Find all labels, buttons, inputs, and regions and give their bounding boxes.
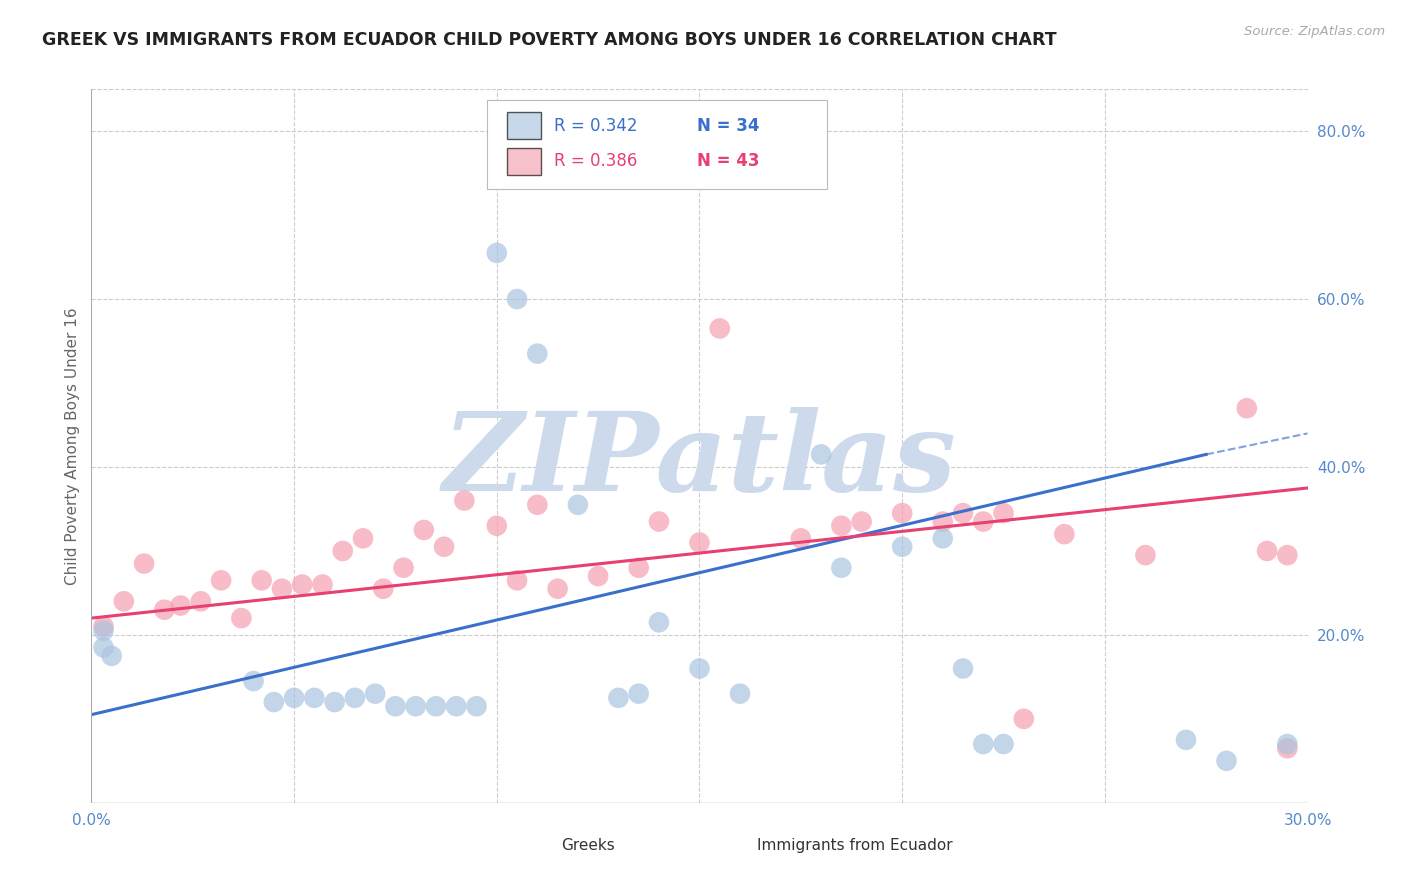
Text: N = 34: N = 34	[697, 117, 759, 135]
Point	[405, 699, 427, 714]
Text: N = 43: N = 43	[697, 153, 759, 170]
Point	[688, 535, 710, 549]
Point	[332, 544, 354, 558]
Point	[993, 506, 1015, 520]
Point	[209, 574, 232, 588]
Point	[412, 523, 434, 537]
Point	[972, 737, 994, 751]
Point	[311, 577, 333, 591]
Point	[709, 321, 731, 335]
Point	[153, 603, 176, 617]
Point	[931, 532, 953, 546]
Point	[465, 699, 488, 714]
Point	[627, 560, 650, 574]
Point	[373, 582, 395, 596]
Point	[425, 699, 447, 714]
Text: Greeks: Greeks	[561, 838, 614, 853]
Point	[485, 246, 508, 260]
Point	[607, 690, 630, 705]
Point	[453, 493, 475, 508]
Point	[627, 687, 650, 701]
FancyBboxPatch shape	[486, 100, 827, 189]
Point	[567, 498, 589, 512]
Point	[384, 699, 406, 714]
Point	[830, 518, 852, 533]
Point	[648, 515, 671, 529]
Point	[283, 690, 305, 705]
Point	[485, 518, 508, 533]
Point	[392, 560, 415, 574]
Point	[1053, 527, 1076, 541]
Point	[728, 687, 751, 701]
Point	[830, 560, 852, 574]
Point	[242, 674, 264, 689]
Point	[526, 498, 548, 512]
Point	[851, 515, 873, 529]
Text: R = 0.386: R = 0.386	[554, 153, 637, 170]
Point	[688, 661, 710, 675]
Point	[993, 737, 1015, 751]
FancyBboxPatch shape	[523, 836, 553, 855]
Point	[169, 599, 191, 613]
Point	[304, 690, 326, 705]
Point	[352, 532, 374, 546]
Point	[506, 292, 529, 306]
Point	[952, 661, 974, 675]
Point	[648, 615, 671, 630]
FancyBboxPatch shape	[508, 148, 541, 175]
Point	[931, 515, 953, 529]
Point	[93, 640, 115, 655]
Point	[444, 699, 467, 714]
Point	[343, 690, 366, 705]
Point	[271, 582, 294, 596]
Text: Immigrants from Ecuador: Immigrants from Ecuador	[756, 838, 952, 853]
Point	[972, 515, 994, 529]
Point	[1277, 548, 1299, 562]
Point	[891, 506, 914, 520]
Point	[250, 574, 273, 588]
Point	[790, 532, 813, 546]
Point	[1236, 401, 1258, 416]
Point	[231, 611, 253, 625]
Point	[1277, 741, 1299, 756]
Point	[93, 619, 115, 633]
Point	[1215, 754, 1237, 768]
Point	[190, 594, 212, 608]
Point	[810, 447, 832, 461]
Point	[291, 577, 314, 591]
Point	[952, 506, 974, 520]
Text: ZIPatlas: ZIPatlas	[443, 407, 956, 514]
Point	[433, 540, 456, 554]
Text: GREEK VS IMMIGRANTS FROM ECUADOR CHILD POVERTY AMONG BOYS UNDER 16 CORRELATION C: GREEK VS IMMIGRANTS FROM ECUADOR CHILD P…	[42, 31, 1057, 49]
Point	[1277, 737, 1299, 751]
Point	[323, 695, 346, 709]
Point	[547, 582, 569, 596]
Text: R = 0.342: R = 0.342	[554, 117, 637, 135]
Y-axis label: Child Poverty Among Boys Under 16: Child Poverty Among Boys Under 16	[65, 307, 80, 585]
Point	[526, 346, 548, 360]
Point	[586, 569, 609, 583]
FancyBboxPatch shape	[717, 836, 747, 855]
Text: Source: ZipAtlas.com: Source: ZipAtlas.com	[1244, 25, 1385, 38]
Point	[263, 695, 285, 709]
Point	[100, 648, 122, 663]
Point	[93, 624, 115, 638]
Point	[364, 687, 387, 701]
Point	[506, 574, 529, 588]
Point	[1012, 712, 1035, 726]
Point	[1175, 732, 1198, 747]
Point	[132, 557, 155, 571]
Point	[1256, 544, 1278, 558]
Point	[1135, 548, 1157, 562]
FancyBboxPatch shape	[508, 112, 541, 139]
Point	[112, 594, 135, 608]
Point	[891, 540, 914, 554]
